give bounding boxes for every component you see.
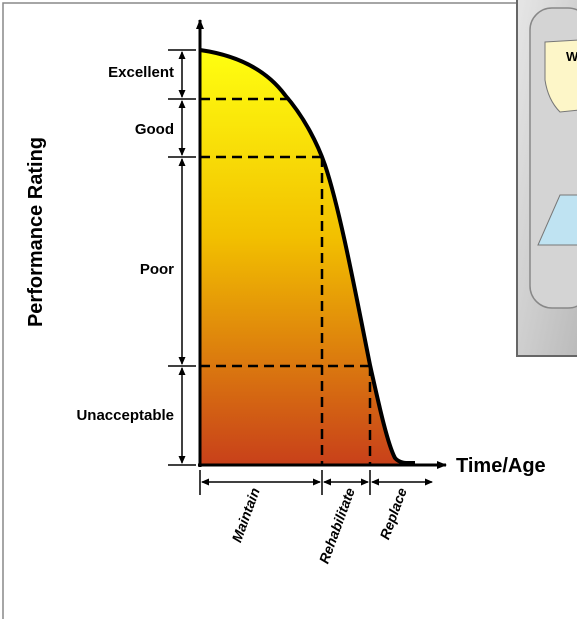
level-label: Unacceptable [76, 407, 174, 424]
phase-label: Replace [376, 485, 409, 541]
performance-area [200, 50, 415, 465]
level-label: Poor [140, 261, 174, 278]
level-label: Good [135, 121, 174, 138]
y-axis-label: Performance Rating [25, 137, 47, 327]
inset: W [517, 0, 577, 356]
inset-label: W [566, 49, 577, 64]
diagram: W Excellent Good Poor Unacceptable Perfo… [0, 0, 577, 619]
phase-label: Maintain [228, 486, 262, 545]
x-axis-label: Time/Age [456, 455, 546, 477]
level-brackets [168, 50, 196, 465]
phase-label: Rehabilitate [316, 485, 358, 565]
level-label: Excellent [108, 64, 174, 81]
